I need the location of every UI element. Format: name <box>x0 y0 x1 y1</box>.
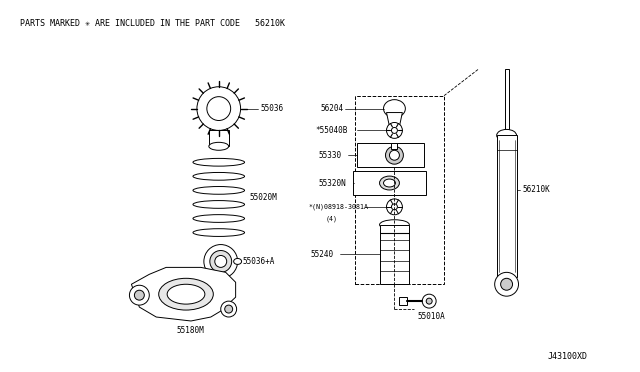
Bar <box>380 225 410 284</box>
Ellipse shape <box>380 220 410 230</box>
Text: 55036: 55036 <box>260 104 284 113</box>
Ellipse shape <box>380 176 399 190</box>
Circle shape <box>392 204 397 210</box>
Bar <box>355 96 444 284</box>
Circle shape <box>422 294 436 308</box>
Text: PARTS MARKED ✳ ARE INCLUDED IN THE PART CODE   56210K: PARTS MARKED ✳ ARE INCLUDED IN THE PART … <box>20 19 285 28</box>
Text: *55040B: *55040B <box>315 126 348 135</box>
Ellipse shape <box>497 129 516 141</box>
Bar <box>497 135 516 277</box>
Circle shape <box>426 298 432 304</box>
Circle shape <box>221 301 237 317</box>
Text: 56204: 56204 <box>320 104 343 113</box>
Polygon shape <box>353 171 426 195</box>
Circle shape <box>500 278 513 290</box>
Text: 55010A: 55010A <box>417 311 445 321</box>
Ellipse shape <box>159 278 213 310</box>
Text: 55330: 55330 <box>318 151 341 160</box>
Ellipse shape <box>383 100 405 118</box>
Text: 55240: 55240 <box>310 250 333 259</box>
Ellipse shape <box>234 259 241 264</box>
Ellipse shape <box>383 179 396 187</box>
Circle shape <box>204 244 237 278</box>
Circle shape <box>215 256 227 267</box>
Circle shape <box>129 285 149 305</box>
Polygon shape <box>131 267 236 321</box>
Polygon shape <box>387 113 403 126</box>
Circle shape <box>385 146 403 164</box>
Ellipse shape <box>167 284 205 304</box>
Bar <box>209 131 228 146</box>
Polygon shape <box>504 69 509 155</box>
Circle shape <box>387 122 403 138</box>
Text: 55180M: 55180M <box>176 326 204 336</box>
Circle shape <box>495 272 518 296</box>
Text: J43100XD: J43100XD <box>548 352 588 361</box>
Circle shape <box>390 150 399 160</box>
Text: (4): (4) <box>326 215 338 222</box>
Bar <box>392 143 397 149</box>
Circle shape <box>387 199 403 215</box>
Circle shape <box>225 305 233 313</box>
Text: 55036+A: 55036+A <box>243 257 275 266</box>
Bar <box>399 297 407 305</box>
Text: 55320N: 55320N <box>318 179 346 187</box>
Text: *(N)08918-3081A: *(N)08918-3081A <box>308 203 368 210</box>
Text: 55020M: 55020M <box>250 193 277 202</box>
Polygon shape <box>356 143 424 167</box>
Circle shape <box>210 250 232 272</box>
Text: 56210K: 56210K <box>522 186 550 195</box>
Circle shape <box>207 97 230 121</box>
Circle shape <box>134 290 145 300</box>
Ellipse shape <box>209 142 228 150</box>
Circle shape <box>197 87 241 131</box>
Circle shape <box>392 128 397 134</box>
